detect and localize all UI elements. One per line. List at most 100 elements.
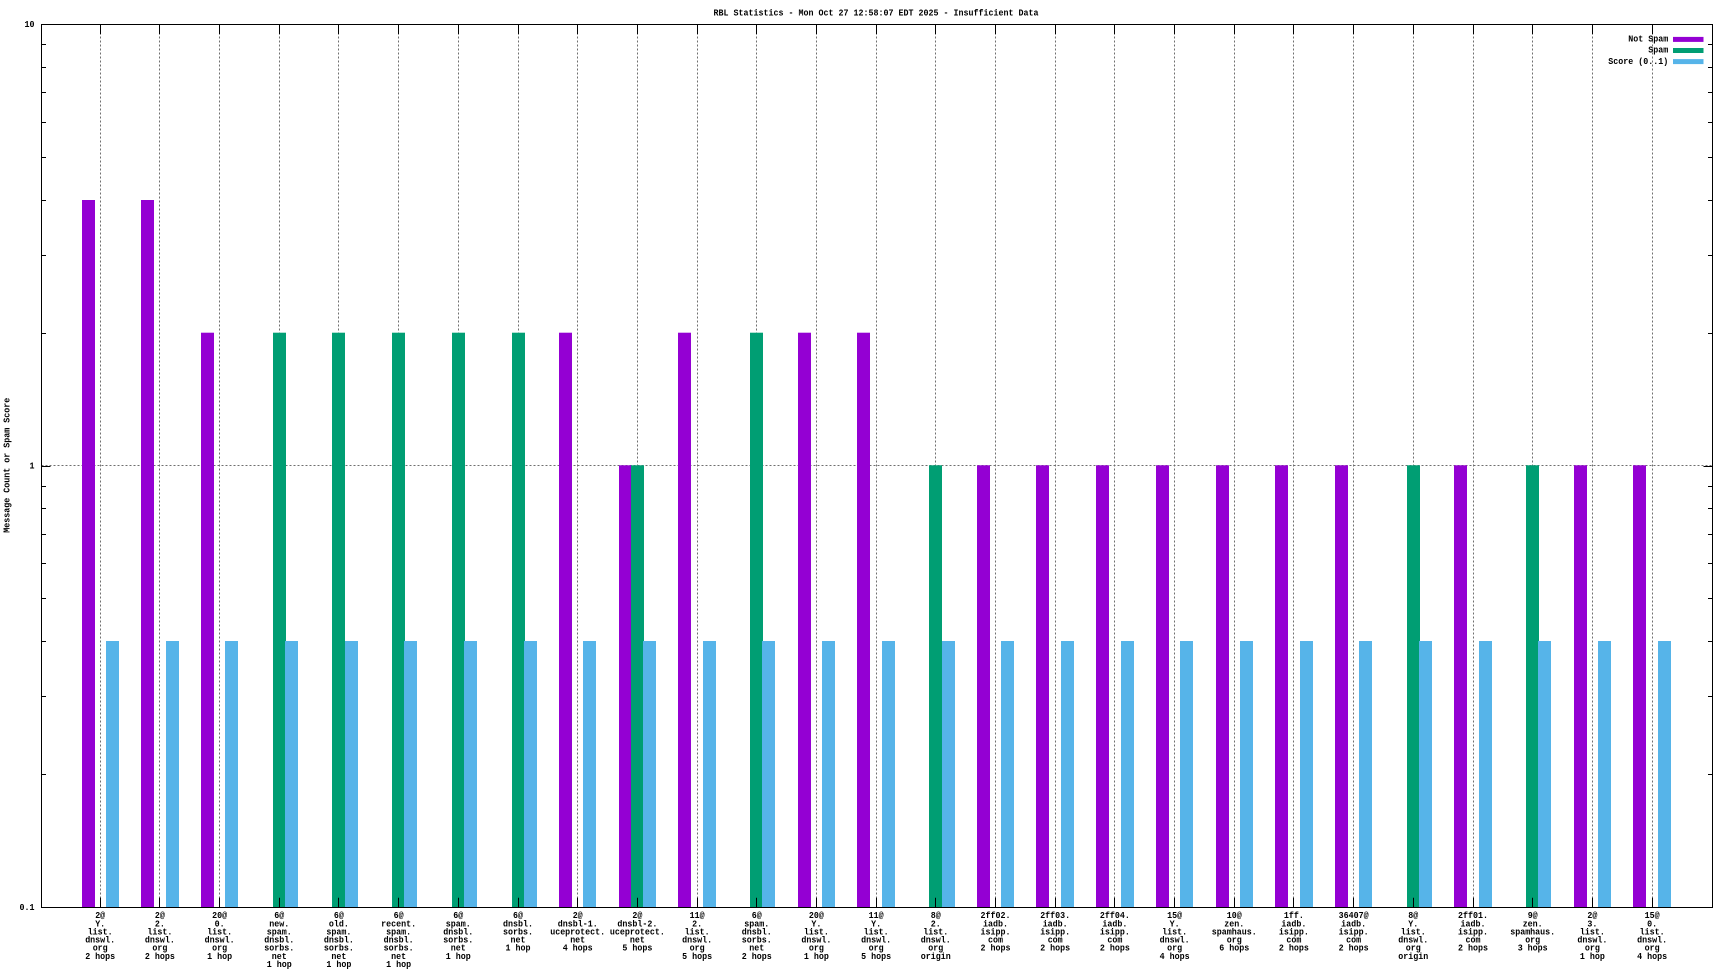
svg-text:2.: 2. [931, 918, 941, 929]
svg-text:list.: list. [147, 926, 172, 937]
svg-text:1 hop: 1 hop [446, 951, 471, 962]
svg-text:spam.: spam. [386, 926, 411, 937]
svg-text:list.: list. [864, 926, 889, 937]
svg-text:6@: 6@ [334, 910, 344, 921]
svg-text:org: org [152, 943, 167, 954]
svg-text:RBL Statistics - Mon Oct 27 12: RBL Statistics - Mon Oct 27 12:58:07 EDT… [714, 8, 1039, 19]
svg-text:2 hops: 2 hops [1279, 943, 1309, 954]
svg-text:15@: 15@ [1645, 910, 1660, 921]
svg-text:spam.: spam. [267, 926, 292, 937]
svg-text:isipp.: isipp. [1040, 926, 1070, 937]
svg-text:dnswl.: dnswl. [801, 935, 831, 946]
svg-text:1 hop: 1 hop [1580, 951, 1605, 962]
svg-text:isipp.: isipp. [1279, 926, 1309, 937]
svg-text:list.: list. [88, 926, 113, 937]
svg-text:com: com [988, 935, 1003, 946]
svg-text:iadb.: iadb. [1341, 918, 1366, 929]
svg-text:list.: list. [804, 926, 829, 937]
svg-text:5 hops: 5 hops [622, 943, 652, 954]
svg-text:iadb.: iadb. [983, 918, 1008, 929]
svg-text:2.: 2. [692, 918, 702, 929]
svg-text:36407@: 36407@ [1339, 910, 1369, 921]
svg-text:net: net [331, 951, 346, 962]
svg-text:dnsbl.: dnsbl. [324, 935, 354, 946]
svg-text:3.: 3. [1587, 918, 1597, 929]
svg-text:org: org [1406, 943, 1421, 954]
svg-text:zen.: zen. [1523, 918, 1543, 929]
svg-text:2 hops: 2 hops [1040, 943, 1070, 954]
svg-text:new.: new. [269, 918, 289, 929]
svg-text:1 hop: 1 hop [386, 959, 411, 970]
svg-text:net: net [391, 951, 406, 962]
svg-text:15@: 15@ [1167, 910, 1182, 921]
svg-text:spamhaus.: spamhaus. [1510, 926, 1555, 937]
svg-text:isipp.: isipp. [1339, 926, 1369, 937]
svg-text:iadb.: iadb. [1102, 918, 1127, 929]
svg-text:2ff02.: 2ff02. [981, 910, 1011, 921]
svg-text:Y.: Y. [1408, 918, 1418, 929]
svg-text:spam.: spam. [744, 918, 769, 929]
svg-text:net: net [272, 951, 287, 962]
svg-text:6 hops: 6 hops [1219, 943, 1249, 954]
svg-text:com: com [1286, 935, 1301, 946]
svg-text:origin: origin [1398, 951, 1428, 962]
svg-text:6@: 6@ [274, 910, 284, 921]
svg-text:com: com [1346, 935, 1361, 946]
svg-text:org: org [93, 943, 108, 954]
svg-text:sorbs.: sorbs. [264, 943, 294, 954]
svg-text:uceprotect.: uceprotect. [610, 926, 665, 937]
svg-text:org: org [809, 943, 824, 954]
svg-text:11@: 11@ [869, 910, 884, 921]
svg-text:0.: 0. [215, 918, 225, 929]
svg-text:iadb.: iadb. [1043, 918, 1068, 929]
svg-text:org: org [1585, 943, 1600, 954]
svg-text:5 hops: 5 hops [682, 951, 712, 962]
svg-text:Message Count or Spam Score: Message Count or Spam Score [2, 398, 13, 533]
svg-text:dnsbl.: dnsbl. [742, 926, 772, 937]
svg-text:sorbs.: sorbs. [384, 943, 414, 954]
svg-text:1ff.: 1ff. [1284, 910, 1304, 921]
svg-text:dnsbl.: dnsbl. [264, 935, 294, 946]
svg-text:Y.: Y. [95, 918, 105, 929]
svg-text:11@: 11@ [690, 910, 705, 921]
svg-text:org: org [869, 943, 884, 954]
svg-text:sorbs.: sorbs. [443, 935, 473, 946]
svg-text:1 hop: 1 hop [267, 959, 292, 970]
svg-text:6@: 6@ [513, 910, 523, 921]
svg-text:8@: 8@ [931, 910, 941, 921]
svg-text:dnswl.: dnswl. [921, 935, 951, 946]
svg-text:dnswl.: dnswl. [1160, 935, 1190, 946]
svg-text:recent.: recent. [381, 918, 416, 929]
svg-text:9@: 9@ [1528, 910, 1538, 921]
svg-text:8@: 8@ [1408, 910, 1418, 921]
svg-text:dnswl.: dnswl. [145, 935, 175, 946]
svg-text:dnsbl-1.: dnsbl-1. [558, 918, 598, 929]
svg-text:2 hops: 2 hops [85, 951, 115, 962]
svg-text:Y.: Y. [811, 918, 821, 929]
svg-text:Y.: Y. [1170, 918, 1180, 929]
svg-text:org: org [690, 943, 705, 954]
svg-text:list.: list. [923, 926, 948, 937]
svg-text:isipp.: isipp. [1100, 926, 1130, 937]
svg-text:spamhaus.: spamhaus. [1212, 926, 1257, 937]
svg-text:2@: 2@ [1587, 910, 1597, 921]
svg-text:com: com [1466, 935, 1481, 946]
svg-text:dnsbl-2.: dnsbl-2. [617, 918, 657, 929]
svg-text:Y.: Y. [871, 918, 881, 929]
svg-text:Score (0..1): Score (0..1) [1608, 56, 1668, 67]
svg-text:org: org [928, 943, 943, 954]
svg-text:1 hop: 1 hop [326, 959, 351, 970]
svg-text:dnsbl.: dnsbl. [443, 926, 473, 937]
svg-text:origin: origin [921, 951, 951, 962]
svg-text:dnswl.: dnswl. [682, 935, 712, 946]
svg-text:2 hops: 2 hops [1339, 943, 1369, 954]
svg-text:2 hops: 2 hops [145, 951, 175, 962]
svg-text:Spam: Spam [1648, 45, 1668, 56]
svg-text:4 hops: 4 hops [1160, 951, 1190, 962]
svg-text:2 hops: 2 hops [1458, 943, 1488, 954]
svg-text:dnswl.: dnswl. [205, 935, 235, 946]
svg-text:net: net [451, 943, 466, 954]
svg-text:2 hops: 2 hops [1100, 943, 1130, 954]
svg-text:zen.: zen. [1224, 918, 1244, 929]
svg-text:isipp.: isipp. [981, 926, 1011, 937]
